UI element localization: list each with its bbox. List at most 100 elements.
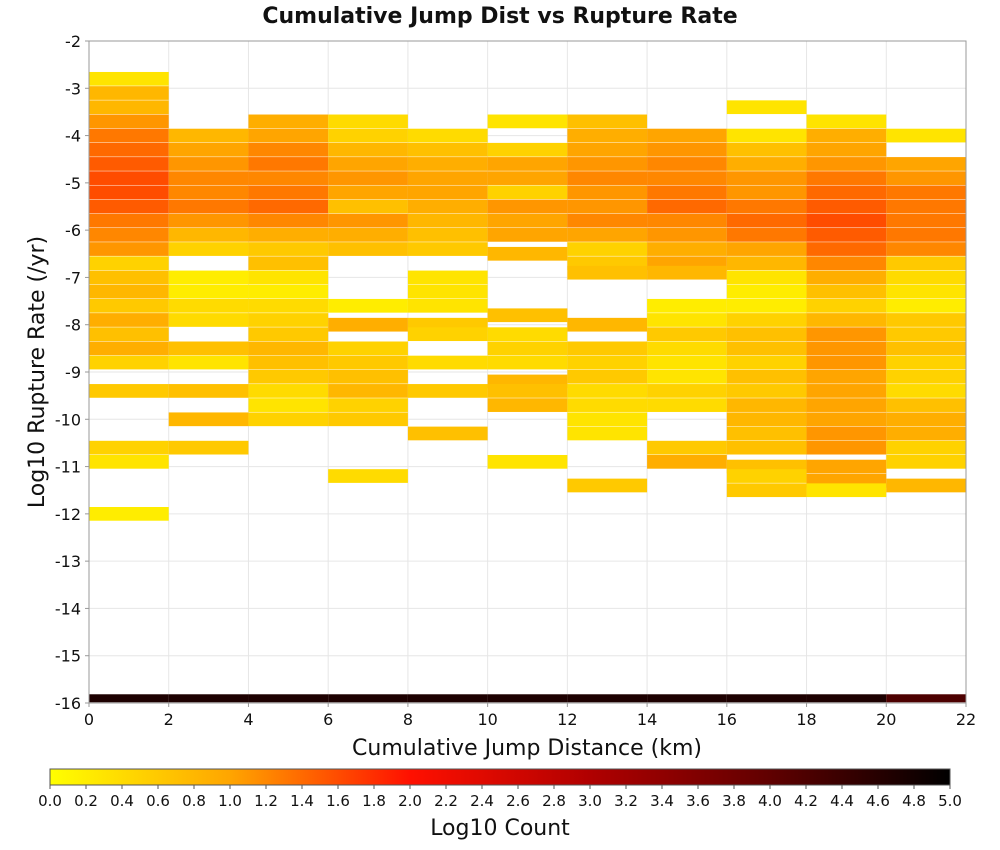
heatmap-cell: [89, 341, 169, 356]
heatmap-cell: [806, 298, 887, 313]
heatmap-cell: [328, 199, 408, 214]
heatmap-cell: [886, 355, 966, 370]
heatmap-cell: [886, 228, 966, 242]
heatmap-cell: [647, 454, 727, 469]
heatmap-cell: [726, 171, 807, 185]
x-tick-label: 6: [323, 710, 333, 729]
heatmap-cell: [248, 142, 329, 157]
colorbar-tick-label: 4.2: [794, 792, 818, 810]
heatmap-cell: [328, 469, 408, 483]
heatmap-cell: [328, 228, 408, 242]
heatmap-cells: [89, 71, 966, 703]
heatmap-cell: [248, 298, 329, 313]
heatmap-cell: [567, 171, 648, 185]
heatmap-cell: [168, 171, 249, 185]
heatmap-cell: [328, 213, 408, 228]
y-tick-label: -9: [65, 363, 81, 382]
heatmap-cell: [567, 114, 648, 129]
heatmap-cell: [487, 185, 568, 200]
heatmap-cell: [168, 142, 249, 157]
heatmap-cell: [567, 478, 648, 493]
colorbar-tick-label: 0.6: [146, 792, 170, 810]
y-tick-label: -11: [55, 458, 81, 477]
heatmap-cell: [328, 369, 408, 384]
heatmap-cell: [89, 507, 169, 521]
heatmap-cell: [89, 100, 169, 115]
heatmap-cell: [89, 327, 169, 342]
heatmap-cell: [806, 483, 887, 498]
heatmap-cell-bottom: [89, 694, 169, 703]
heatmap-cell: [89, 355, 169, 370]
heatmap-cell-bottom: [806, 694, 887, 703]
x-tick-label: 18: [796, 710, 816, 729]
heatmap-cell: [647, 355, 727, 370]
heatmap-cell: [328, 157, 408, 171]
heatmap-cell: [248, 114, 329, 129]
colorbar-tick-label: 4.6: [866, 792, 890, 810]
heatmap-cell: [168, 157, 249, 171]
x-axis-label: Cumulative Jump Distance (km): [352, 736, 702, 761]
heatmap-cell: [806, 256, 887, 271]
heatmap-cell: [407, 242, 488, 256]
y-tick-label: -5: [65, 174, 81, 193]
heatmap-cell: [487, 454, 568, 469]
heatmap-cell: [806, 114, 887, 129]
heatmap-cell: [328, 341, 408, 356]
heatmap-cell: [726, 313, 807, 327]
heatmap-cell: [647, 440, 727, 455]
heatmap-cell: [726, 426, 807, 441]
heatmap-cell: [328, 384, 408, 398]
heatmap-cell: [328, 398, 408, 412]
heatmap-cell: [89, 71, 169, 86]
heatmap-cell: [726, 284, 807, 299]
heatmap-cell: [407, 128, 488, 143]
colorbar-tick-label: 1.8: [362, 792, 386, 810]
heatmap-cell: [567, 228, 648, 242]
heatmap-cell: [89, 256, 169, 271]
heatmap-cell: [726, 398, 807, 412]
heatmap-cell: [886, 426, 966, 441]
heatmap-cell: [407, 199, 488, 214]
heatmap-cell: [647, 142, 727, 157]
y-tick-label: -7: [65, 268, 81, 287]
heatmap-cell-bottom: [647, 694, 727, 703]
heatmap-cell: [886, 398, 966, 412]
y-tick-label: -12: [55, 505, 81, 524]
heatmap-cell: [806, 199, 887, 214]
heatmap-cell-bottom: [168, 694, 249, 703]
heatmap-cell: [806, 327, 887, 342]
heatmap-cell: [726, 228, 807, 242]
heatmap-cell: [886, 270, 966, 285]
heatmap-cell: [168, 242, 249, 256]
y-tick-label: -4: [65, 127, 81, 146]
colorbar-tick-label: 0.8: [182, 792, 206, 810]
heatmap-cell: [726, 355, 807, 370]
heatmap-cell: [886, 369, 966, 384]
heatmap-cell: [567, 384, 648, 398]
heatmap-cell: [168, 185, 249, 200]
heatmap-cell: [806, 459, 887, 474]
heatmap-cell: [168, 199, 249, 214]
heatmap-cell: [806, 355, 887, 370]
heatmap-cell: [567, 142, 648, 157]
colorbar: [49, 768, 951, 786]
colorbar-tick-label: 1.4: [290, 792, 314, 810]
heatmap-cell: [89, 270, 169, 285]
heatmap-cell: [886, 313, 966, 327]
heatmap-cell: [328, 412, 408, 427]
y-tick-label: -15: [55, 647, 81, 666]
heatmap-cell: [487, 171, 568, 185]
colorbar-tick-label: 4.0: [758, 792, 782, 810]
heatmap-cell: [328, 242, 408, 256]
heatmap-cell: [726, 185, 807, 200]
heatmap-cell: [726, 412, 807, 427]
heatmap-cell: [567, 341, 648, 356]
heatmap-cell: [168, 341, 249, 356]
heatmap-cell: [89, 128, 169, 143]
heatmap-cell: [487, 142, 568, 157]
heatmap-cell: [726, 440, 807, 455]
heatmap-cell: [89, 171, 169, 185]
heatmap-cell: [407, 298, 488, 313]
heatmap-cell: [407, 270, 488, 285]
colorbar-label: Log10 Count: [430, 816, 570, 841]
